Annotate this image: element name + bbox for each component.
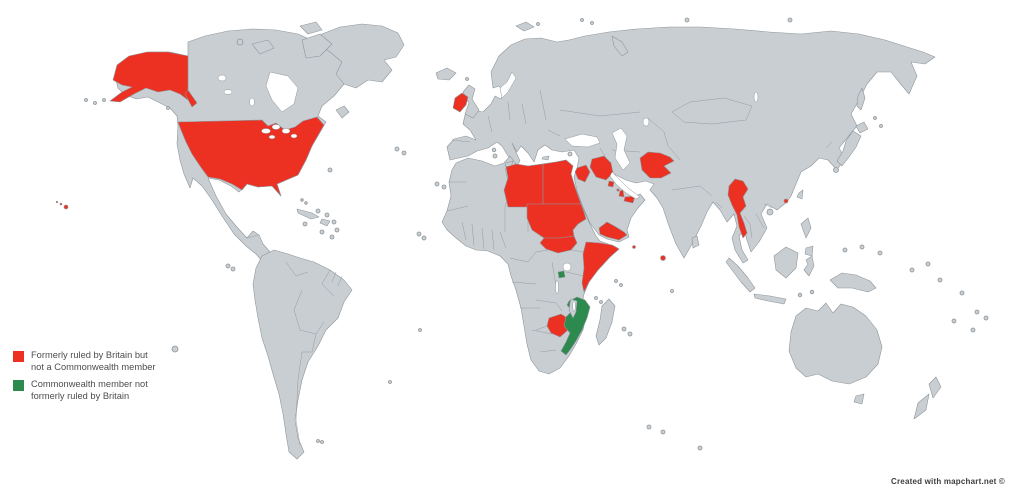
country-hawaii[interactable]	[63, 204, 69, 210]
country-rwanda[interactable]	[557, 270, 566, 279]
lake-michigan	[271, 124, 281, 130]
country-hong-kong[interactable]	[783, 198, 789, 204]
country-maldives[interactable]	[660, 255, 666, 261]
landmass-madagascar[interactable]	[595, 298, 616, 346]
legend-red-line1: Formerly ruled by Britain but	[31, 350, 148, 360]
lake-hudson-bay	[265, 71, 299, 113]
landmass-hispaniola[interactable]	[319, 218, 331, 227]
legend: Formerly ruled by Britain but not a Comm…	[13, 350, 156, 408]
country-israel-jordan[interactable]	[574, 164, 591, 183]
landmass-taiwan[interactable]	[796, 189, 804, 200]
landmass-newfoundland[interactable]	[335, 105, 350, 119]
landmass-tasmania[interactable]	[853, 393, 865, 405]
country-libya[interactable]	[503, 163, 544, 208]
landmass-crete[interactable]	[541, 155, 550, 161]
country-mozambique[interactable]	[560, 296, 591, 356]
country-bahrain[interactable]	[616, 188, 620, 192]
country-sudan[interactable]	[526, 203, 587, 239]
landmass-novaya-zemlya[interactable]	[611, 35, 629, 57]
attribution: Created with mapchart.net ©	[891, 477, 1005, 486]
lake-winnipeg	[249, 97, 255, 107]
legend-label-green: Commonwealth member not formerly ruled b…	[31, 379, 148, 402]
highlighted-countries[interactable]	[55, 51, 789, 356]
lake-great-slave	[223, 89, 233, 95]
country-hawaii-3[interactable]	[55, 200, 59, 204]
landmass-united-kingdom[interactable]	[462, 84, 480, 119]
landmass-cuba[interactable]	[296, 208, 320, 220]
island-dots	[84, 17, 989, 451]
country-kuwait[interactable]	[607, 180, 615, 188]
continents[interactable]	[115, 21, 942, 460]
lake-tanganyika	[555, 279, 559, 295]
landmass-australia[interactable]	[788, 302, 883, 385]
black-sea	[564, 133, 601, 148]
landmass-south-america[interactable]	[252, 249, 353, 460]
country-hawaii-2[interactable]	[59, 202, 63, 206]
landmass-svalbard[interactable]	[515, 21, 535, 32]
landmass-luzon[interactable]	[800, 217, 812, 239]
country-alaska[interactable]	[109, 51, 189, 103]
landmass-new-guinea[interactable]	[829, 272, 877, 293]
lake-superior	[261, 128, 271, 134]
aral-sea	[642, 117, 650, 127]
landmass-sakhalin[interactable]	[856, 87, 866, 111]
landmass-sulawesi[interactable]	[803, 255, 815, 277]
landmass-japan[interactable]	[836, 130, 862, 167]
country-myanmar[interactable]	[727, 178, 749, 239]
lake-malawi	[572, 300, 576, 312]
landmass-mindanao[interactable]	[804, 245, 814, 257]
country-alaska-panhandle[interactable]	[184, 89, 198, 108]
landmass-baffin-island[interactable]	[301, 33, 333, 59]
lake-great-bear	[217, 74, 227, 82]
country-somalia[interactable]	[581, 241, 620, 293]
landmass-ellesmere[interactable]	[299, 21, 323, 35]
landmass-borneo[interactable]	[773, 246, 799, 279]
country-zimbabwe[interactable]	[546, 313, 570, 338]
persian-gulf	[609, 171, 641, 200]
legend-item-red: Formerly ruled by Britain but not a Comm…	[13, 350, 156, 373]
country-qatar[interactable]	[618, 189, 625, 198]
caspian-sea	[611, 127, 631, 171]
country-yemen[interactable]	[598, 221, 628, 241]
legend-red-line2: not a Commonwealth member	[31, 361, 156, 372]
landmass-iceland[interactable]	[435, 67, 457, 81]
country-afghanistan[interactable]	[639, 151, 675, 179]
legend-label-red: Formerly ruled by Britain but not a Comm…	[31, 350, 156, 373]
landmass-victoria-island[interactable]	[251, 39, 275, 55]
legend-swatch-green	[13, 380, 24, 391]
lake-huron	[281, 128, 291, 134]
landmass-sri-lanka[interactable]	[691, 235, 700, 249]
landmass-hokkaido[interactable]	[855, 121, 869, 134]
lake-erie	[268, 134, 276, 140]
lake-baikal	[753, 91, 759, 103]
legend-green-line2: formerly ruled by Britain	[31, 390, 130, 401]
legend-item-green: Commonwealth member not formerly ruled b…	[13, 379, 156, 402]
lake-ontario	[290, 133, 298, 139]
country-ireland[interactable]	[452, 92, 469, 113]
country-south-sudan[interactable]	[539, 235, 578, 254]
legend-swatch-red	[13, 351, 24, 362]
baltic-sea	[499, 71, 517, 99]
landmass-sumatra[interactable]	[725, 257, 756, 293]
lakes	[217, 71, 759, 312]
country-socotra[interactable]	[632, 245, 636, 249]
legend-green-line1: Commonwealth member not	[31, 379, 148, 389]
landmass-java[interactable]	[753, 293, 787, 305]
country-iraq[interactable]	[589, 155, 614, 181]
lake-victoria	[562, 262, 572, 272]
landmass-new-zealand-south[interactable]	[913, 393, 930, 420]
landmass-new-zealand-north[interactable]	[928, 376, 942, 399]
